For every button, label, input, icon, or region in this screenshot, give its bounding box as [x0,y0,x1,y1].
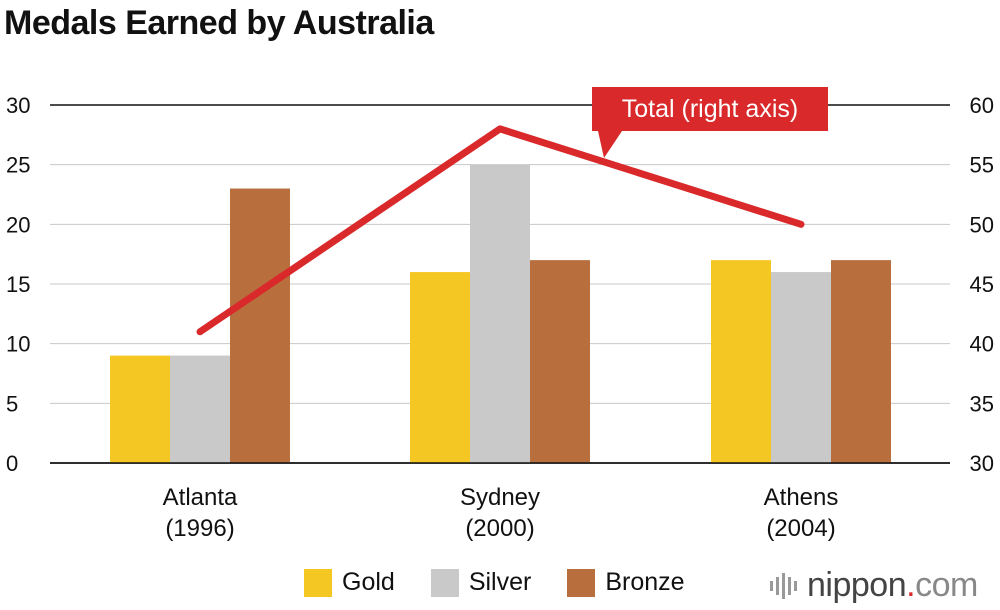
legend-swatch-bronze [567,568,596,597]
total-line [196,125,805,336]
bars [50,164,950,464]
legend-label-bronze: Bronze [605,568,685,596]
total-annotation: Total (right axis) [592,87,828,158]
bar-gold [711,260,771,463]
brand-name: nippon [807,566,907,604]
annotation-label: Total (right axis) [622,95,798,123]
brand-dot: . [906,566,916,604]
right-tick-label: 45 [970,272,994,297]
bar-silver [470,164,530,463]
legend-item-gold: Gold [304,568,395,597]
bar-bronze [831,260,891,463]
left-tick-label: 20 [6,212,30,237]
brand-suffix: com [915,566,978,604]
category-label: Athens [764,484,839,511]
left-tick-label: 25 [6,153,30,178]
legend-swatch-gold [304,568,332,597]
right-tick-label: 50 [970,212,994,237]
left-tick-label: 15 [6,272,30,297]
legend-item-silver: Silver [430,568,532,597]
annotation-box [592,87,828,131]
bar-bronze [530,260,590,463]
left-tick-label: 10 [6,332,30,357]
legend-item-bronze: Bronze [567,568,685,597]
right-tick-label: 30 [970,451,994,476]
legend-swatch-silver [430,568,459,597]
category-sublabel: (2000) [465,515,534,542]
bar-gold [410,272,470,463]
category-labels: Atlanta (1996) Sydney (2000) Athens (2004) [163,484,839,542]
left-axis-ticks: 0 5 10 15 20 25 30 [6,93,30,476]
bar-gold [110,355,170,463]
category-label: Sydney [460,484,540,511]
category-label: Atlanta [163,484,238,511]
chart-title: Medals Earned by Australia [4,4,434,42]
right-tick-label: 35 [970,391,994,416]
left-tick-label: 0 [6,451,18,476]
legend-label-silver: Silver [468,568,532,596]
left-tick-label: 30 [6,93,30,118]
bar-silver [771,272,831,463]
right-axis-ticks: 30 35 40 45 50 55 60 [970,93,994,476]
left-tick-label: 5 [6,391,18,416]
category-sublabel: (1996) [165,515,234,542]
bar-bronze [230,188,290,464]
legend: Gold Silver Bronze [304,568,721,597]
category-sublabel: (2004) [766,515,835,542]
brand-mark-icon [770,572,797,599]
brand-logo: nippon. com [770,566,978,605]
bar-silver [170,355,230,463]
legend-label-gold: Gold [342,568,395,596]
right-tick-label: 60 [970,93,994,118]
right-tick-label: 55 [970,153,994,178]
annotation-pointer [598,131,622,158]
right-tick-label: 40 [970,332,994,357]
